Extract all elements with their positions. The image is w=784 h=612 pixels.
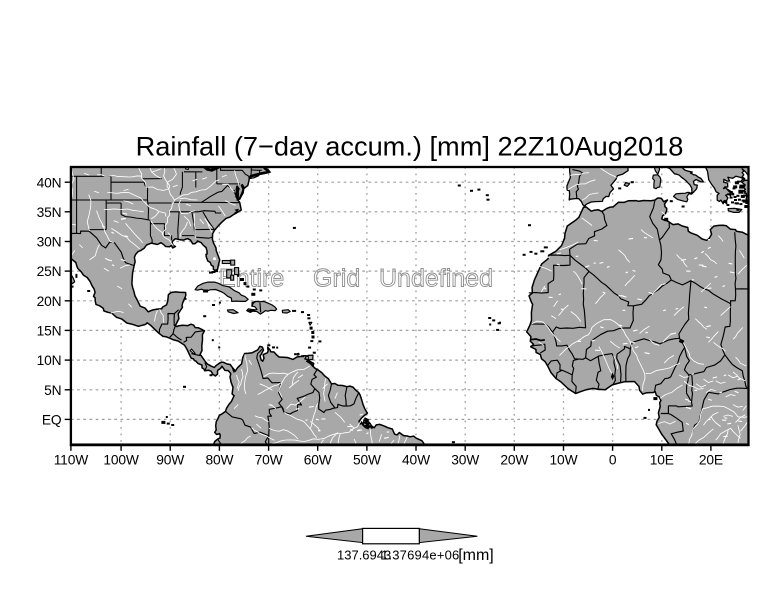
svg-text:40W: 40W	[402, 453, 430, 468]
svg-text:[mm]: [mm]	[458, 547, 494, 564]
svg-text:0: 0	[609, 453, 617, 468]
svg-text:40N: 40N	[37, 175, 62, 190]
svg-text:20W: 20W	[500, 453, 528, 468]
svg-text:15N: 15N	[37, 324, 62, 339]
svg-text:70W: 70W	[255, 453, 283, 468]
svg-text:110W: 110W	[54, 453, 89, 468]
svg-text:30N: 30N	[37, 235, 62, 250]
svg-text:10W: 10W	[550, 453, 578, 468]
svg-text:20N: 20N	[37, 294, 62, 309]
svg-text:5N: 5N	[44, 383, 61, 398]
svg-text:25N: 25N	[37, 264, 62, 279]
svg-text:137.6943: 137.6943	[337, 548, 391, 563]
svg-text:80W: 80W	[205, 453, 233, 468]
svg-text:60W: 60W	[304, 453, 332, 468]
svg-text:35N: 35N	[37, 205, 62, 220]
svg-text:100W: 100W	[103, 453, 139, 468]
svg-text:20E: 20E	[699, 453, 723, 468]
svg-text:Rainfall (7−day accum.) [mm] 2: Rainfall (7−day accum.) [mm] 22Z10Aug201…	[136, 130, 684, 161]
svg-text:10E: 10E	[650, 453, 674, 468]
svg-text:50W: 50W	[353, 453, 381, 468]
svg-text:90W: 90W	[156, 453, 184, 468]
svg-text:1.37694e+06: 1.37694e+06	[381, 548, 459, 563]
svg-text:30W: 30W	[451, 453, 479, 468]
svg-text:EQ: EQ	[42, 413, 62, 428]
svg-text:10N: 10N	[37, 353, 62, 368]
